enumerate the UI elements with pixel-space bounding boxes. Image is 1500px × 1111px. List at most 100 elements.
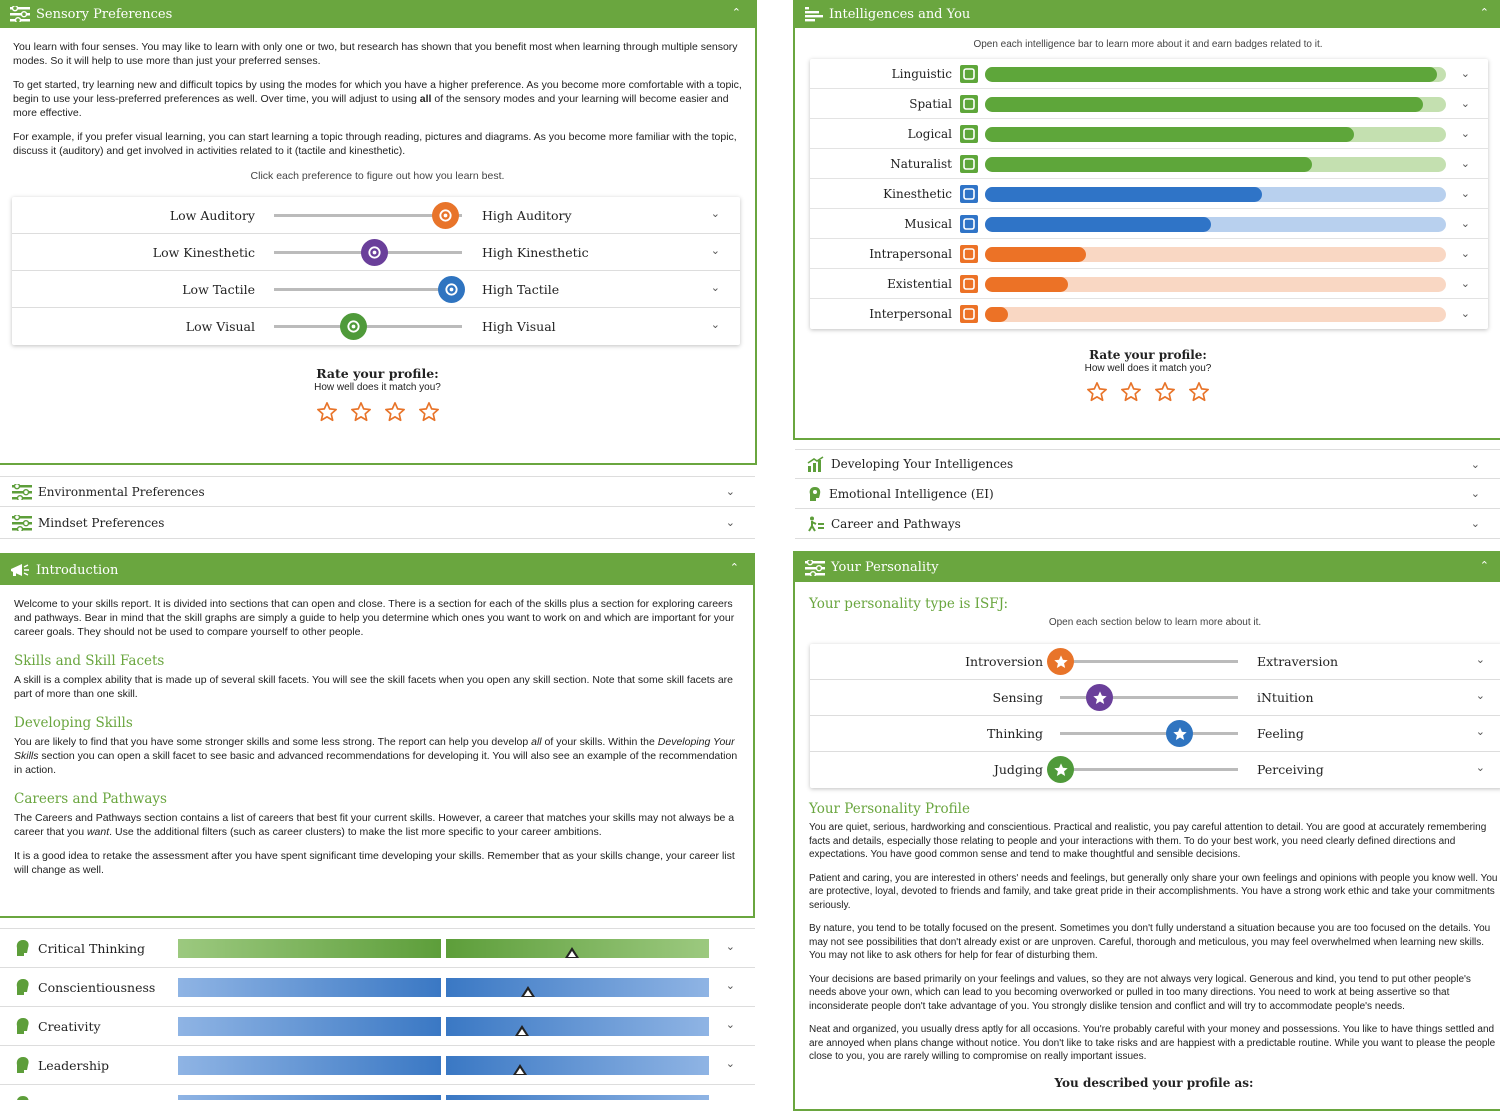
sensory-header[interactable]: Sensory Preferences ⌃ (0, 0, 755, 28)
skill-row[interactable]: Leadership ⌄ (0, 1046, 755, 1085)
personality-row[interactable]: Thinking Feeling ⌄ (810, 716, 1500, 752)
chevron-down-icon[interactable]: ⌄ (1475, 654, 1485, 666)
personality-header[interactable]: Your Personality ⌃ (795, 553, 1500, 582)
skill-row[interactable]: Creativity ⌄ (0, 1007, 755, 1046)
personality-row[interactable]: Sensing iNtuition ⌄ (810, 680, 1500, 716)
chevron-up-icon[interactable]: ⌃ (731, 6, 741, 19)
personality-row[interactable]: Introversion Extraversion ⌄ (810, 644, 1500, 680)
intro-para-2: A skill is a complex ability that is mad… (14, 674, 734, 700)
careers-pathways-heading: Careers and Pathways (14, 791, 167, 807)
high-label: High Auditory (482, 208, 572, 223)
star-icon[interactable] (418, 401, 440, 428)
intelligence-bar[interactable] (985, 67, 1446, 82)
social-icon (15, 1095, 31, 1100)
chevron-down-icon[interactable]: ⌄ (726, 1096, 735, 1100)
sensory-row[interactable]: Low Tactile High Tactile ⌄ (12, 271, 740, 308)
skill-row[interactable]: Critical Thinking ⌄ (0, 929, 755, 968)
intelligence-bar[interactable] (985, 157, 1446, 172)
chevron-down-icon[interactable]: ⌄ (1460, 158, 1470, 170)
mindset-preferences-header[interactable]: Mindset Preferences ⌄ (0, 508, 755, 539)
environmental-preferences-header[interactable]: Environmental Preferences ⌄ (0, 476, 755, 507)
intelligence-row[interactable]: Musical ⌄ (810, 209, 1488, 239)
star-icon[interactable] (350, 401, 372, 428)
intelligence-bar[interactable] (985, 307, 1446, 322)
chevron-down-icon[interactable]: ⌄ (1475, 726, 1485, 738)
chevron-down-icon[interactable]: ⌄ (1460, 68, 1470, 80)
star-icon[interactable] (384, 401, 406, 428)
chevron-down-icon[interactable]: ⌄ (725, 1019, 735, 1031)
skill-bar-high (446, 1056, 709, 1075)
intelligence-bar-fill (985, 247, 1087, 262)
chevron-down-icon[interactable]: ⌄ (1460, 248, 1470, 260)
chevron-down-icon[interactable]: ⌄ (710, 282, 720, 294)
intelligence-bar[interactable] (985, 217, 1446, 232)
chevron-down-icon[interactable]: ⌄ (1475, 762, 1485, 774)
star-icon[interactable] (1188, 381, 1210, 408)
star-icon[interactable] (316, 401, 338, 428)
intelligence-name: Interpersonal (869, 307, 952, 321)
profile-para-3: By nature, you tend to be totally focuse… (809, 923, 1491, 961)
emotional-intelligence-header[interactable]: Emotional Intelligence (EI) ⌄ (795, 479, 1500, 509)
star-icon[interactable] (1154, 381, 1176, 408)
star-rating (0, 401, 755, 428)
star-icon[interactable] (1120, 381, 1142, 408)
sensory-row[interactable]: Low Visual High Visual ⌄ (12, 308, 740, 345)
chevron-down-icon[interactable]: ⌄ (725, 941, 735, 953)
chevron-up-icon[interactable]: ⌃ (1479, 559, 1489, 572)
star-icon[interactable] (1086, 381, 1108, 408)
personality-row[interactable]: Judging Perceiving ⌄ (810, 752, 1500, 788)
skill-level-marker (512, 1064, 527, 1075)
star-icon (1166, 720, 1194, 747)
chevron-down-icon[interactable]: ⌄ (725, 980, 735, 992)
introduction-header[interactable]: Introduction ⌃ (0, 555, 753, 585)
career-pathways-header[interactable]: Career and Pathways ⌄ (795, 509, 1500, 539)
intelligence-bar[interactable] (985, 277, 1446, 292)
chevron-down-icon[interactable]: ⌄ (1460, 278, 1470, 290)
chevron-down-icon[interactable]: ⌄ (725, 485, 735, 498)
chevron-down-icon[interactable]: ⌄ (1460, 98, 1470, 110)
chevron-down-icon[interactable]: ⌄ (1470, 487, 1480, 500)
chevron-down-icon[interactable]: ⌄ (1475, 690, 1485, 702)
chevron-up-icon[interactable]: ⌃ (729, 561, 739, 574)
chevron-down-icon[interactable]: ⌄ (1460, 308, 1470, 320)
intelligences-header[interactable]: Intelligences and You ⌃ (795, 0, 1500, 28)
personality-body: Your personality type is ISFJ: Open each… (795, 596, 1500, 630)
intelligence-name: Existential (887, 277, 952, 291)
skill-level-marker (515, 1025, 530, 1036)
skill-row[interactable]: Social Emotional ⌄ (0, 1085, 755, 1100)
sensory-row[interactable]: Low Auditory High Auditory ⌄ (12, 197, 740, 234)
intelligence-row[interactable]: Interpersonal ⌄ (810, 299, 1488, 329)
intelligence-bar[interactable] (985, 97, 1446, 112)
intelligence-row[interactable]: Kinesthetic ⌄ (810, 179, 1488, 209)
slider-track (274, 288, 462, 291)
intelligence-bar[interactable] (985, 247, 1446, 262)
intelligence-row[interactable]: Logical ⌄ (810, 119, 1488, 149)
developing-intelligences-header[interactable]: Developing Your Intelligences ⌄ (795, 449, 1500, 479)
skill-bar-low (178, 1095, 441, 1100)
star-rating (795, 381, 1500, 408)
skill-bar-high (446, 1095, 709, 1100)
chevron-down-icon[interactable]: ⌄ (1470, 458, 1480, 471)
skill-row[interactable]: Conscientiousness ⌄ (0, 968, 755, 1007)
chevron-down-icon[interactable]: ⌄ (725, 1058, 735, 1070)
intelligence-row[interactable]: Existential ⌄ (810, 269, 1488, 299)
intelligence-row[interactable]: Intrapersonal ⌄ (810, 239, 1488, 269)
chevron-down-icon[interactable]: ⌄ (710, 319, 720, 331)
chevron-up-icon[interactable]: ⌃ (1479, 6, 1489, 19)
intelligence-row[interactable]: Naturalist ⌄ (810, 149, 1488, 179)
chevron-down-icon[interactable]: ⌄ (725, 516, 735, 529)
chevron-down-icon[interactable]: ⌄ (1460, 188, 1470, 200)
chevron-down-icon[interactable]: ⌄ (1460, 128, 1470, 140)
chevron-down-icon[interactable]: ⌄ (710, 208, 720, 220)
chevron-down-icon[interactable]: ⌄ (1460, 218, 1470, 230)
intelligence-name: Kinesthetic (883, 187, 952, 201)
intro-para-3: You are likely to find that you have som… (14, 736, 738, 776)
sensory-row[interactable]: Low Kinesthetic High Kinesthetic ⌄ (12, 234, 740, 271)
chevron-down-icon[interactable]: ⌄ (1470, 517, 1480, 530)
musical-icon (960, 215, 978, 233)
intelligence-bar[interactable] (985, 187, 1446, 202)
chevron-down-icon[interactable]: ⌄ (710, 245, 720, 257)
intelligence-bar[interactable] (985, 127, 1446, 142)
intelligence-row[interactable]: Spatial ⌄ (810, 89, 1488, 119)
intelligence-row[interactable]: Linguistic ⌄ (810, 59, 1488, 89)
